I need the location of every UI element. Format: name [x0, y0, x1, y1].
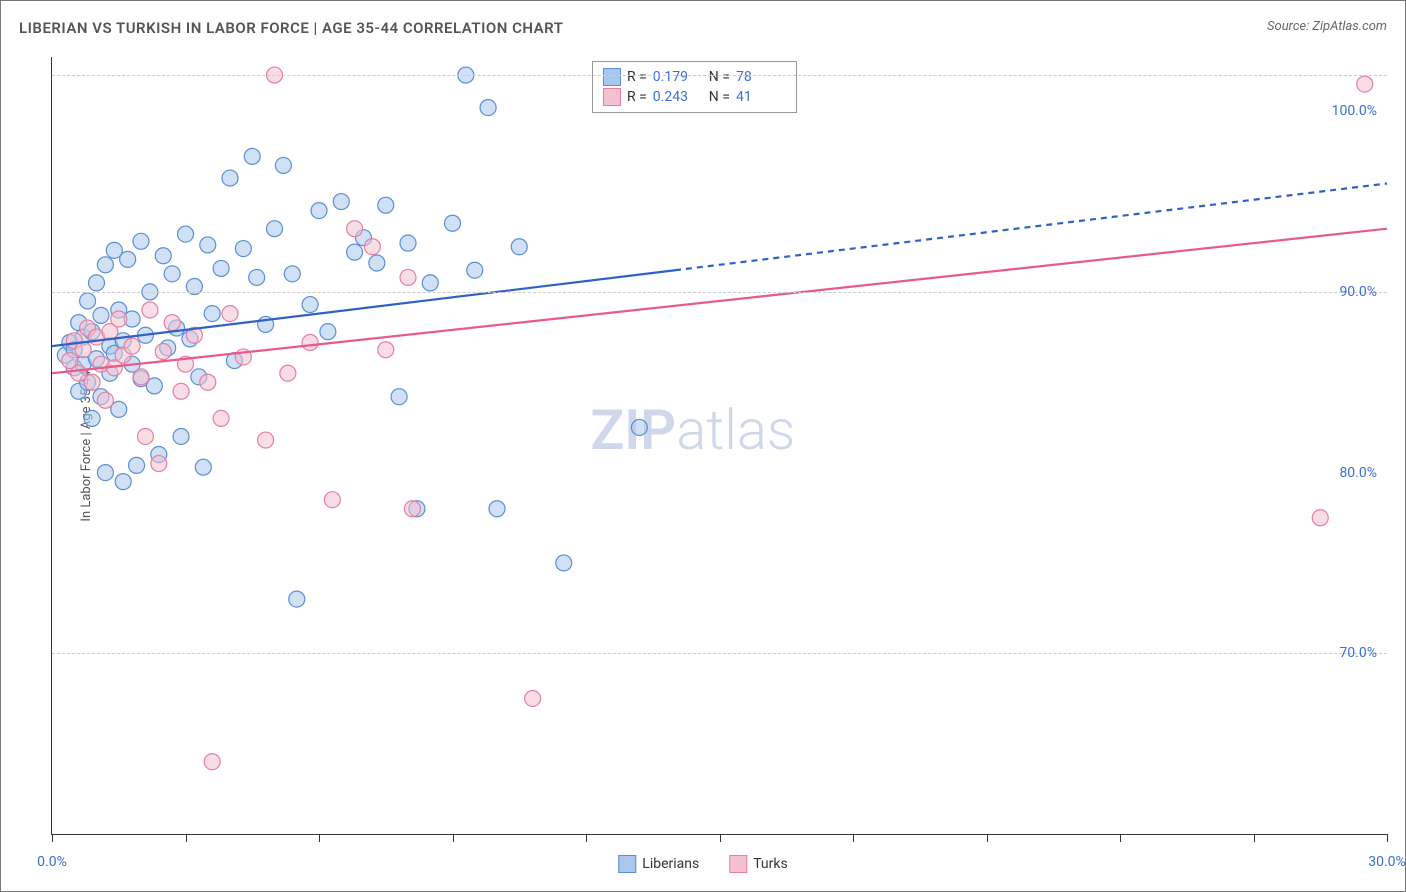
scatter-point	[75, 342, 91, 358]
scatter-point	[195, 459, 211, 475]
scatter-point	[155, 344, 171, 360]
scatter-point	[364, 239, 380, 255]
legend-label: Turks	[753, 856, 788, 872]
scatter-point	[133, 369, 149, 385]
scatter-point	[204, 306, 220, 322]
chart-title: LIBERIAN VS TURKISH IN LABOR FORCE | AGE…	[19, 19, 563, 37]
scatter-point	[93, 307, 109, 323]
scatter-point	[347, 244, 363, 260]
scatter-point	[631, 419, 647, 435]
scatter-point	[173, 383, 189, 399]
legend-item: Liberians	[618, 855, 699, 873]
scatter-point	[178, 226, 194, 242]
scatter-point	[467, 262, 483, 278]
scatter-point	[155, 248, 171, 264]
swatch-icon	[618, 855, 636, 873]
y-tick-label: 80.0%	[1339, 465, 1377, 481]
scatter-point	[133, 233, 149, 249]
scatter-point	[115, 474, 131, 490]
scatter-point	[378, 197, 394, 213]
scatter-point	[280, 365, 296, 381]
scatter-point	[1312, 510, 1328, 526]
scatter-point	[511, 239, 527, 255]
swatch-icon	[729, 855, 747, 873]
scatter-point	[275, 157, 291, 173]
scatter-point	[267, 221, 283, 237]
scatter-point	[137, 428, 153, 444]
y-tick-label: 90.0%	[1339, 284, 1377, 300]
y-tick-label: 70.0%	[1339, 645, 1377, 661]
scatter-point	[258, 432, 274, 448]
scatter-point	[164, 315, 180, 331]
scatter-point	[200, 237, 216, 253]
scatter-point	[480, 100, 496, 116]
scatter-point	[400, 269, 416, 285]
scatter-point	[97, 465, 113, 481]
scatter-point	[556, 555, 572, 571]
scatter-point	[311, 203, 327, 219]
scatter-point	[400, 235, 416, 251]
legend-item: Turks	[729, 855, 788, 873]
scatter-point	[84, 410, 100, 426]
plot-svg	[52, 57, 1387, 834]
scatter-point	[422, 275, 438, 291]
legend-label: Liberians	[642, 856, 699, 872]
scatter-point	[120, 251, 136, 267]
scatter-point	[391, 389, 407, 405]
scatter-point	[173, 428, 189, 444]
scatter-point	[111, 311, 127, 327]
scatter-point	[320, 324, 336, 340]
scatter-point	[142, 302, 158, 318]
scatter-point	[289, 591, 305, 607]
scatter-point	[347, 221, 363, 237]
scatter-point	[204, 754, 220, 770]
scatter-point	[249, 269, 265, 285]
scatter-point	[404, 501, 420, 517]
scatter-point	[1357, 76, 1373, 92]
scatter-point	[222, 306, 238, 322]
plot-area: ZIPatlas R = 0.179 N = 78 R = 0.243 N = …	[51, 57, 1387, 835]
scatter-point	[302, 335, 318, 351]
scatter-point	[244, 148, 260, 164]
chart-container: LIBERIAN VS TURKISH IN LABOR FORCE | AGE…	[0, 0, 1406, 892]
scatter-point	[97, 257, 113, 273]
scatter-point	[164, 266, 180, 282]
x-tick-label: 30.0%	[1368, 854, 1406, 870]
scatter-point	[124, 338, 140, 354]
scatter-point	[525, 690, 541, 706]
scatter-point	[97, 392, 113, 408]
scatter-point	[151, 456, 167, 472]
scatter-point	[80, 293, 96, 309]
source-credit: Source: ZipAtlas.com	[1267, 19, 1387, 34]
scatter-point	[284, 266, 300, 282]
scatter-point	[213, 410, 229, 426]
y-tick-label: 100.0%	[1332, 103, 1377, 119]
scatter-point	[369, 255, 385, 271]
scatter-point	[378, 342, 394, 358]
scatter-point	[445, 215, 461, 231]
trend-line	[52, 229, 1387, 374]
scatter-point	[213, 260, 229, 276]
scatter-point	[324, 492, 340, 508]
scatter-point	[129, 457, 145, 473]
scatter-point	[489, 501, 505, 517]
scatter-point	[200, 374, 216, 390]
scatter-point	[222, 170, 238, 186]
scatter-point	[302, 297, 318, 313]
scatter-point	[333, 194, 349, 210]
scatter-point	[235, 241, 251, 257]
scatter-point	[84, 374, 100, 390]
trend-line-dashed	[675, 183, 1387, 270]
series-legend: Liberians Turks	[618, 855, 787, 873]
scatter-point	[89, 275, 105, 291]
x-tick-label: 0.0%	[37, 854, 67, 870]
